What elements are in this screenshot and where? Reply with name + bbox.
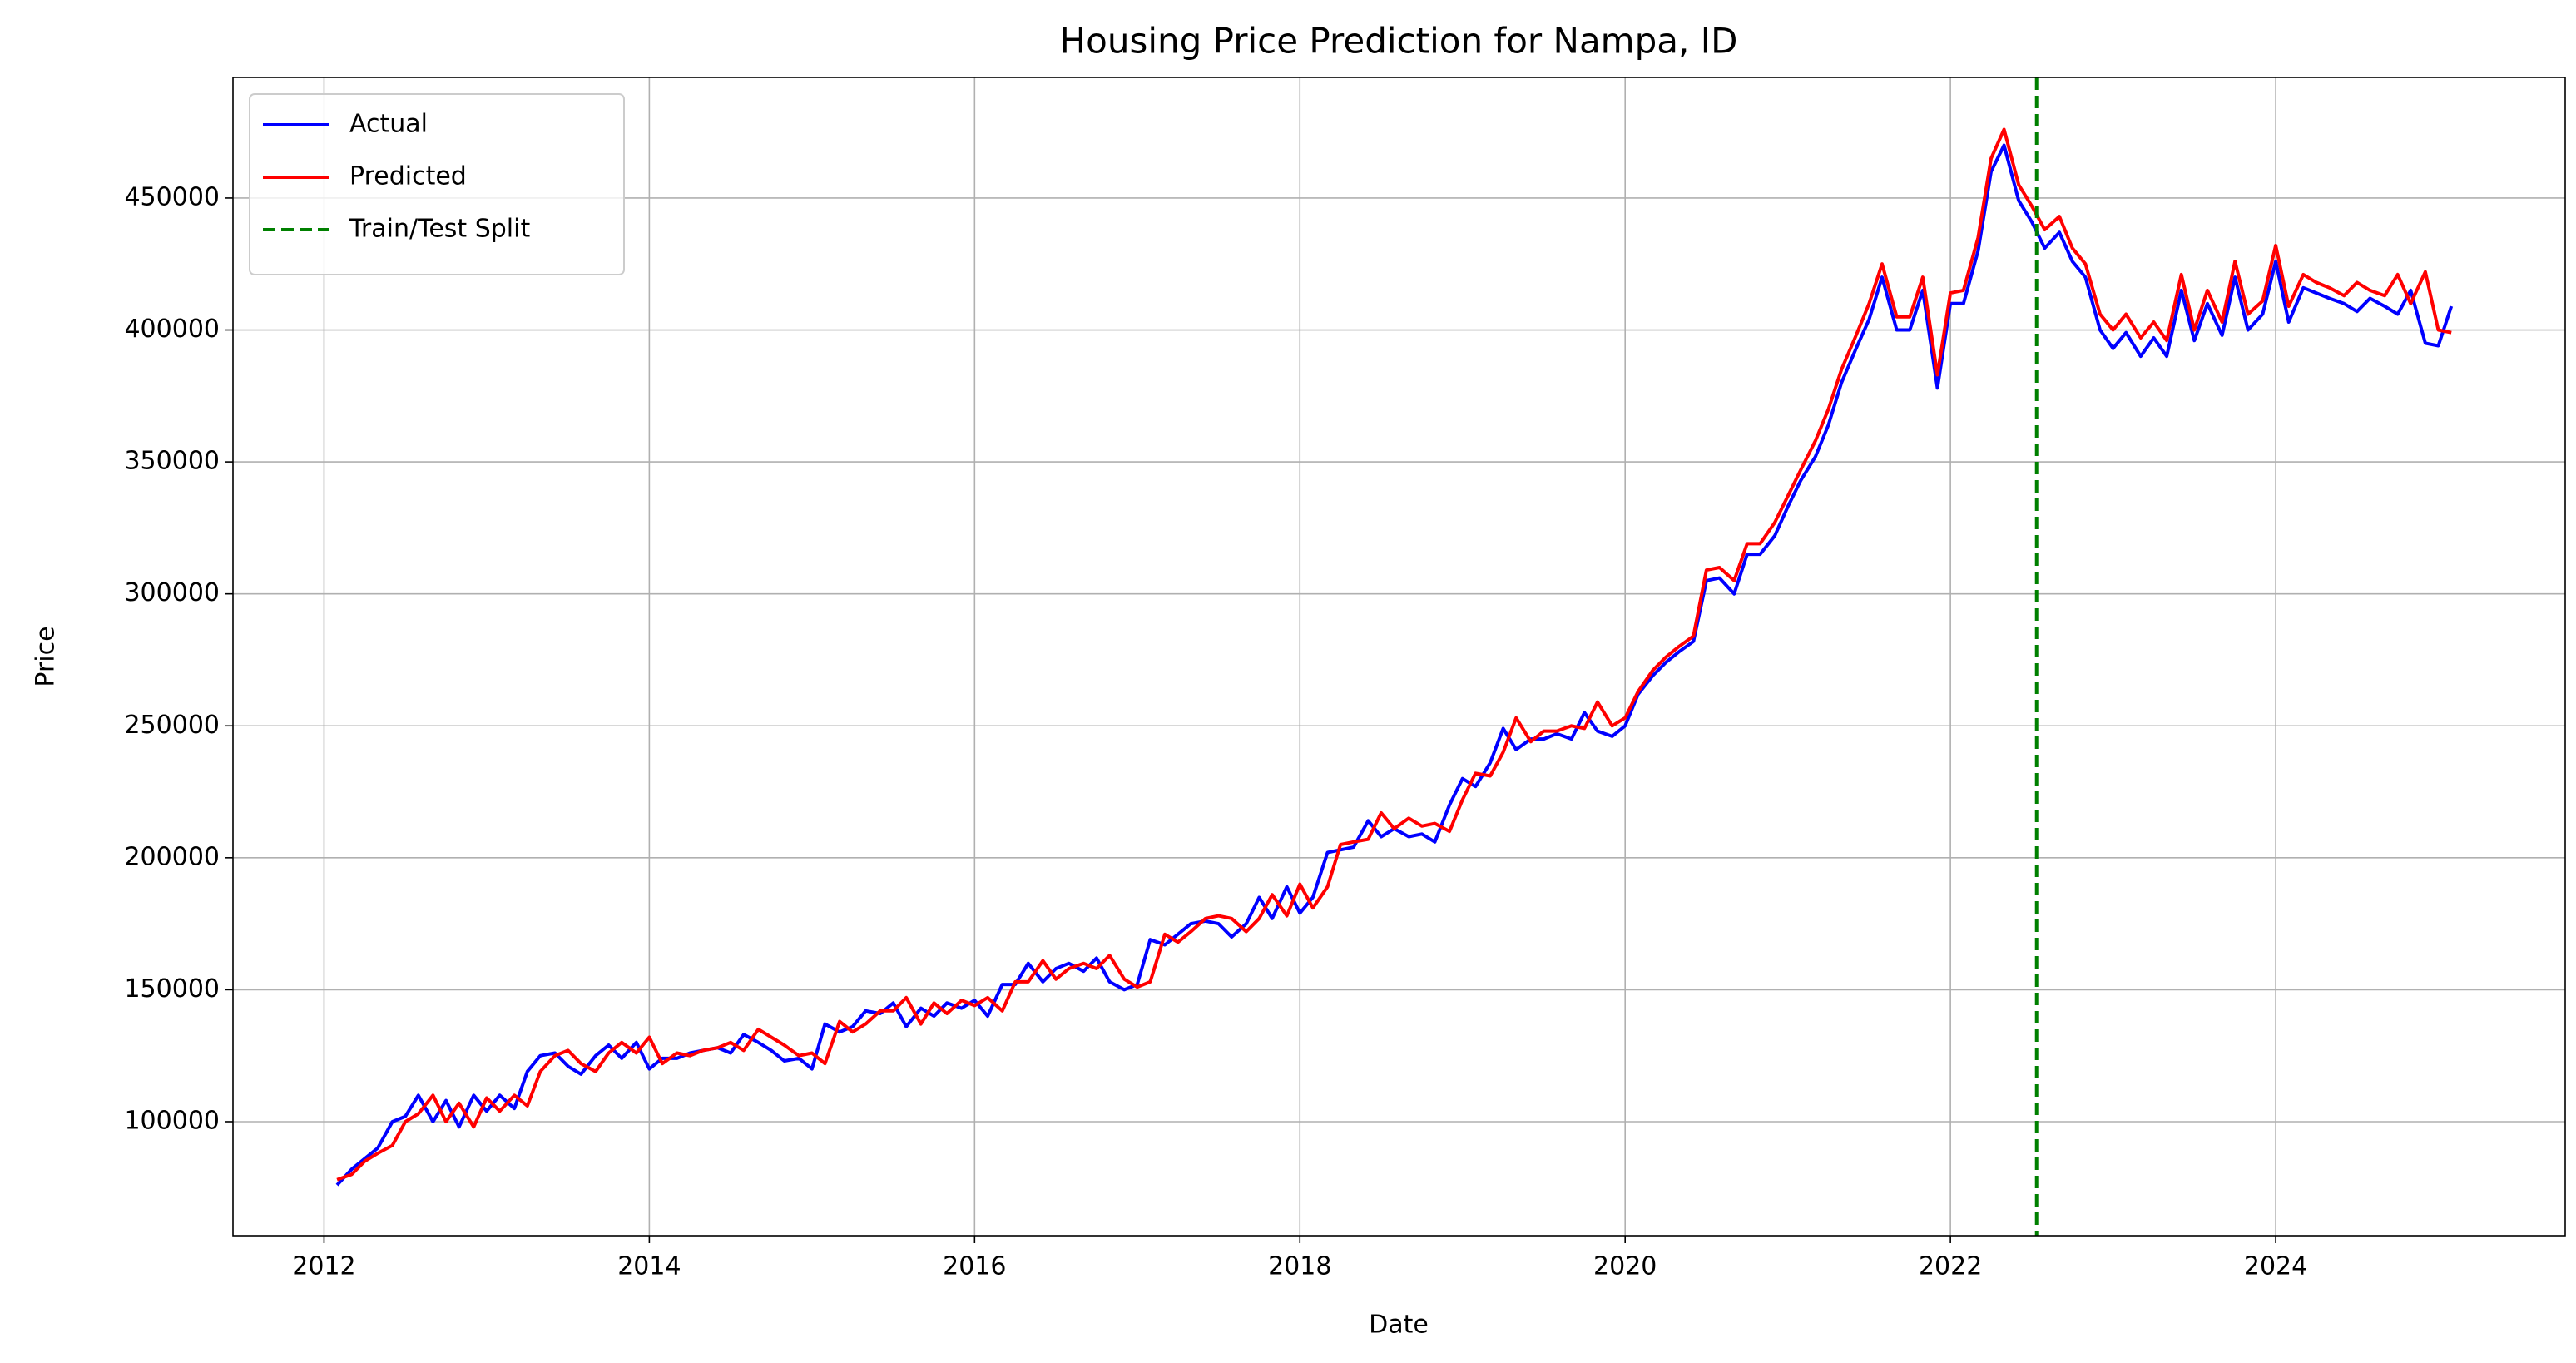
y-tick-label: 150000 bbox=[124, 974, 220, 1004]
y-tick-label: 400000 bbox=[124, 315, 220, 344]
x-tick-label: 2014 bbox=[617, 1252, 681, 1281]
plot-frame bbox=[232, 77, 2566, 1237]
y-tick-label: 100000 bbox=[124, 1106, 220, 1135]
x-tick-label: 2018 bbox=[1268, 1252, 1331, 1281]
x-tick-label: 2012 bbox=[292, 1252, 355, 1281]
y-tick-label: 250000 bbox=[124, 711, 220, 740]
x-tick-label: 2020 bbox=[1593, 1252, 1657, 1281]
y-tick-label: 200000 bbox=[124, 842, 220, 871]
y-axis-label: Price bbox=[32, 626, 61, 686]
chart-title: Housing Price Prediction for Nampa, ID bbox=[1060, 21, 1738, 62]
legend-label: Predicted bbox=[349, 162, 467, 191]
line-series bbox=[336, 127, 2452, 1182]
y-tick-label: 450000 bbox=[124, 182, 220, 211]
legend-box bbox=[249, 93, 625, 275]
y-tick-label: 350000 bbox=[124, 447, 220, 476]
legend-label: Actual bbox=[349, 110, 428, 139]
y-tick-label: 300000 bbox=[124, 578, 220, 607]
x-tick-label: 2016 bbox=[943, 1252, 1006, 1281]
legend-label: Train/Test Split bbox=[349, 215, 530, 244]
x-tick-label: 2022 bbox=[1919, 1252, 1982, 1281]
line-series bbox=[335, 143, 2454, 1187]
x-tick-label: 2024 bbox=[2244, 1252, 2307, 1281]
x-axis-label: Date bbox=[1369, 1311, 1429, 1340]
legend: Actual Predicted Train/Test Split bbox=[249, 93, 625, 275]
